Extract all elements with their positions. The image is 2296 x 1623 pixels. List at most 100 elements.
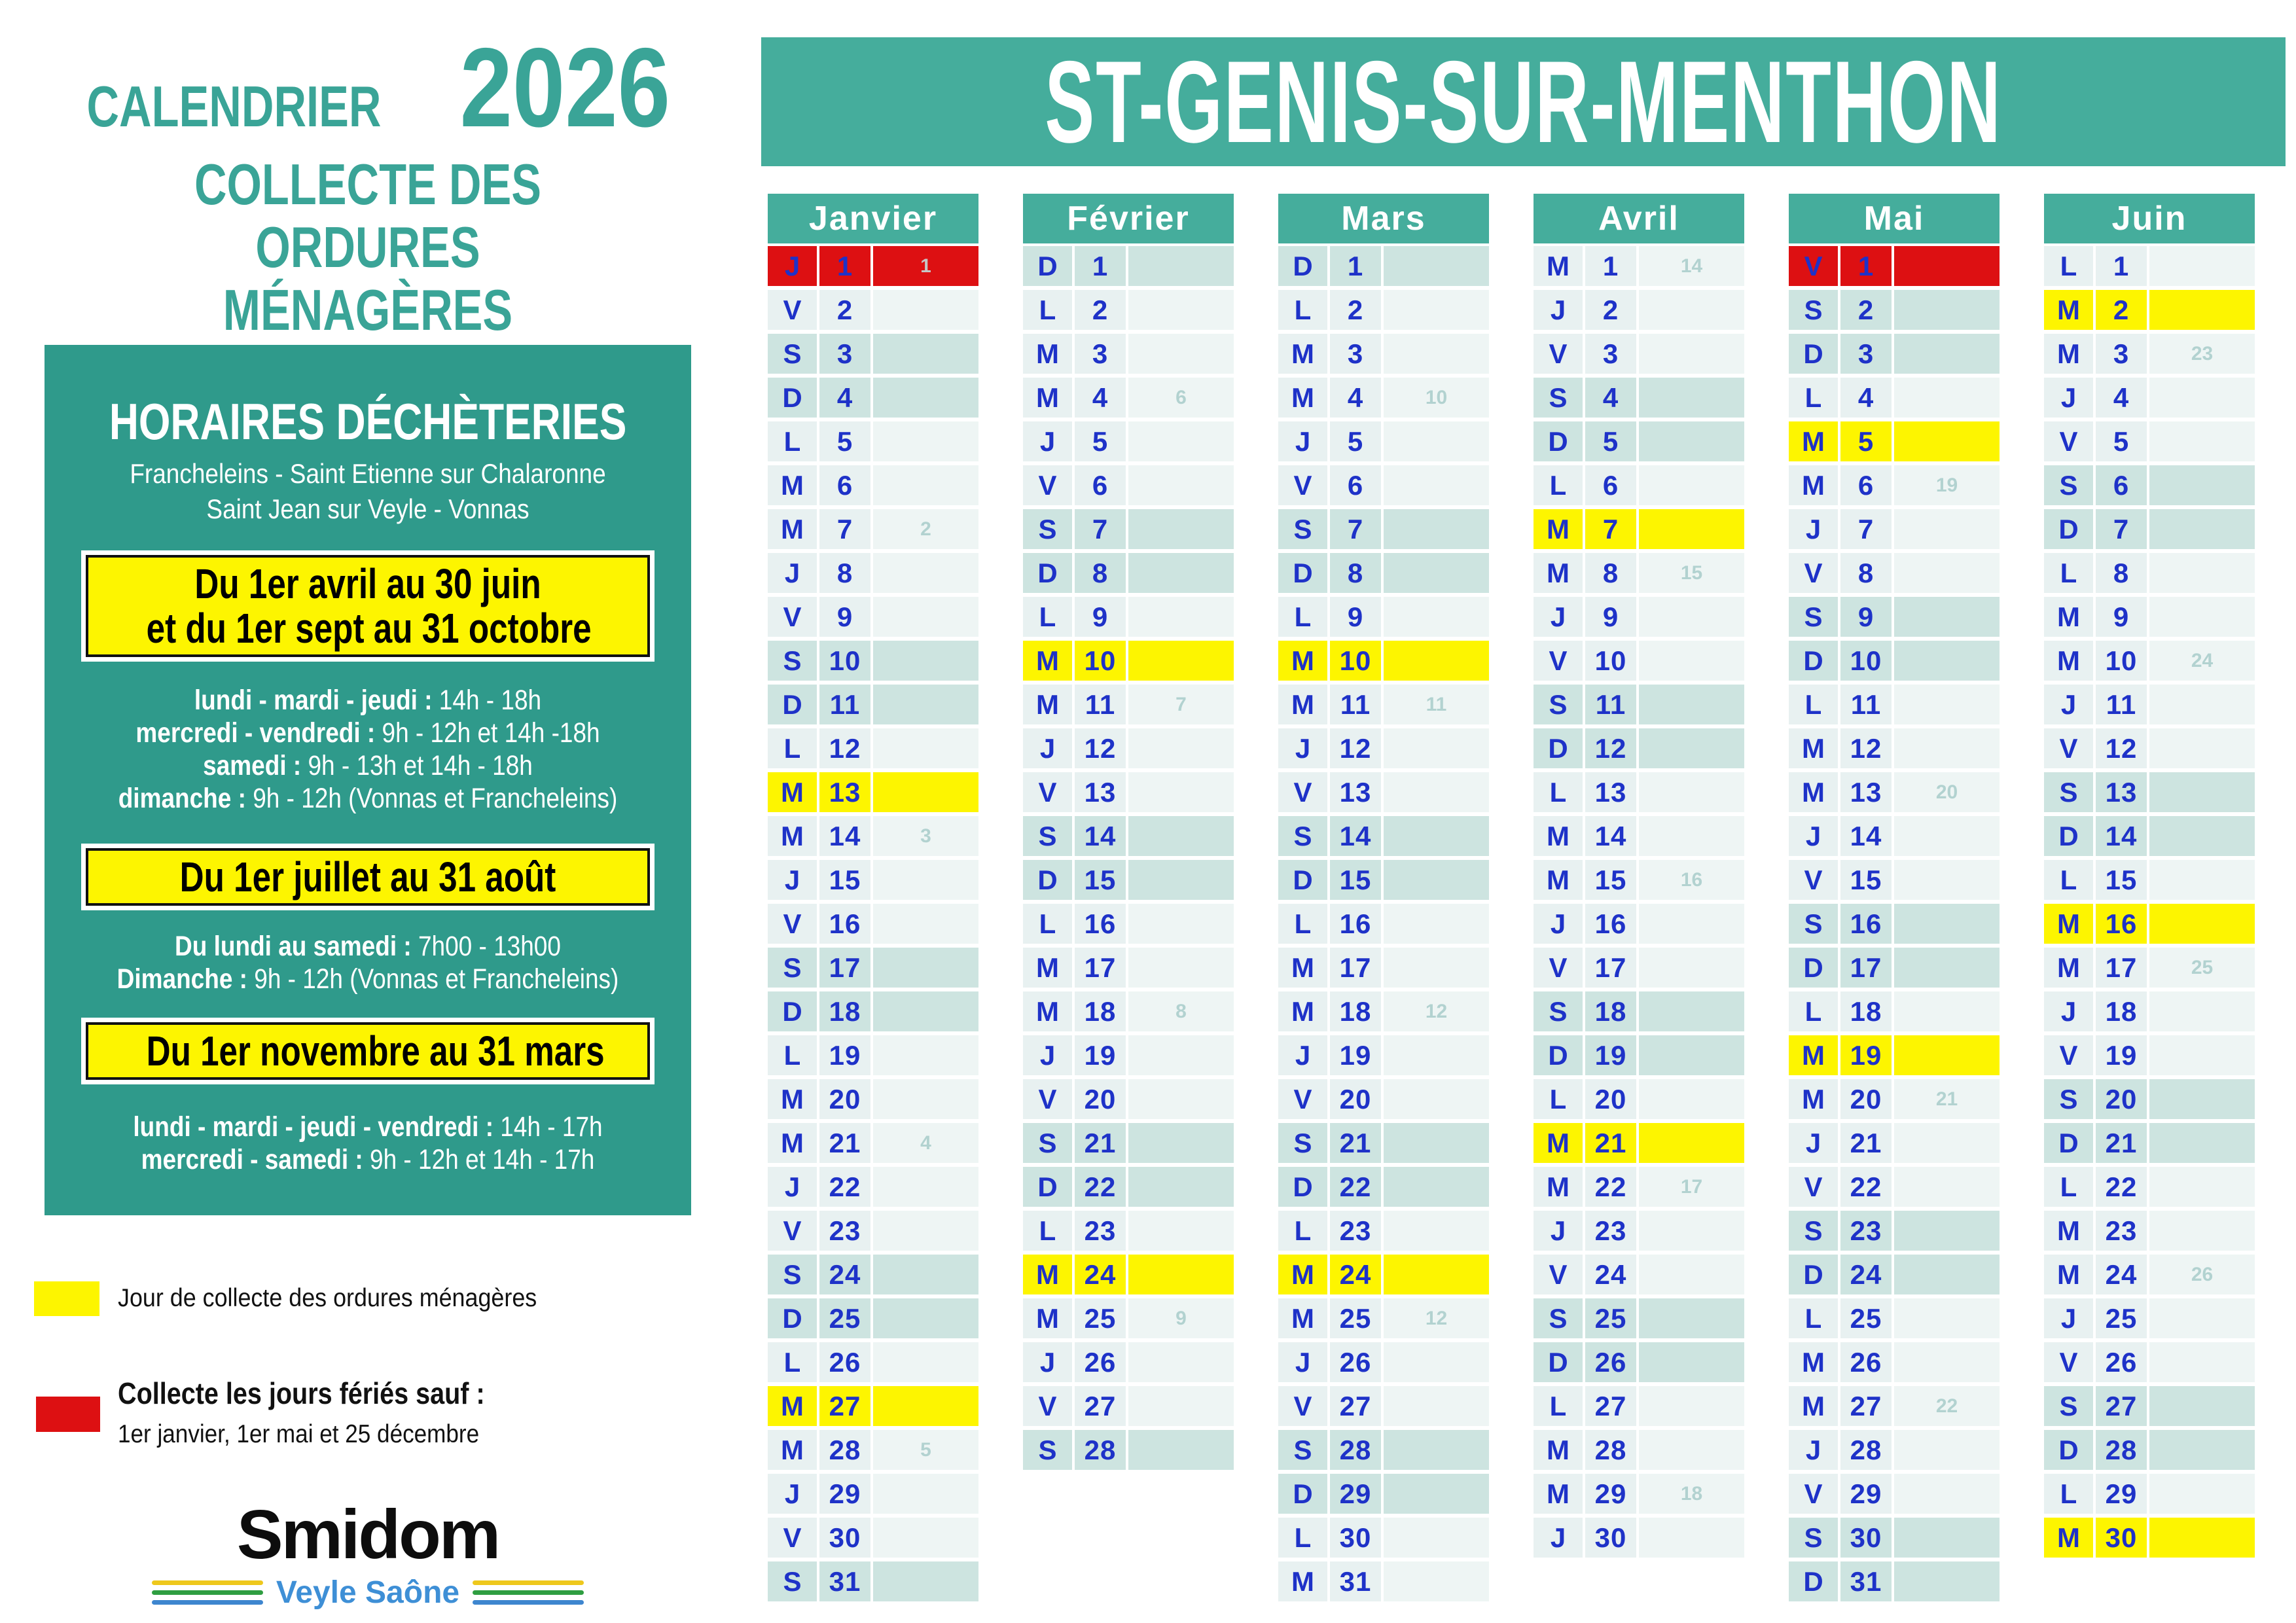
week-number: [1894, 378, 2000, 418]
day-letter: V: [1023, 465, 1072, 505]
week-number: [1894, 1518, 2000, 1558]
day-letter: S: [1789, 1211, 1838, 1251]
calendar-day-row: S 14: [1278, 816, 1489, 856]
day-letter: L: [2044, 1167, 2093, 1207]
week-number: [2149, 378, 2255, 418]
week-number: [1128, 1123, 1234, 1163]
day-letter: D: [2044, 1430, 2093, 1470]
day-number: 23: [1585, 1211, 1636, 1251]
day-number: 14: [1840, 816, 1892, 856]
day-number: 21: [819, 1123, 870, 1163]
calendar-day-row: J 16: [1534, 904, 1744, 944]
day-number: 22: [1330, 1167, 1381, 1207]
day-number: 22: [1075, 1167, 1126, 1207]
week-number: [1639, 1342, 1744, 1382]
smidom-logo: Smidom Veyle Saône: [45, 1500, 691, 1611]
day-number: 8: [1075, 553, 1126, 593]
week-number: [1128, 553, 1234, 593]
day-number: 17: [1330, 948, 1381, 988]
week-number: [1128, 728, 1234, 768]
day-number: 2: [819, 290, 870, 330]
period-banner-summer-line-1: Du 1er juillet au 31 août: [179, 853, 556, 901]
week-number: [1894, 1561, 2000, 1601]
calendar-day-row: M 19: [1789, 1035, 2000, 1075]
commune-banner: ST-GENIS-SUR-MENTHON: [761, 37, 2286, 167]
day-letter: S: [768, 334, 817, 374]
day-number: 12: [2096, 728, 2147, 768]
week-number: [1639, 948, 1744, 988]
day-number: 12: [819, 728, 870, 768]
day-letter: J: [1534, 904, 1583, 944]
week-number: [873, 860, 978, 900]
day-number: 10: [1075, 641, 1126, 681]
calendar-day-row: L 16: [1023, 904, 1234, 944]
day-number: 8: [1840, 553, 1892, 593]
calendar-day-row: S 28: [1023, 1430, 1234, 1470]
day-number: 27: [1840, 1386, 1892, 1426]
day-number: 29: [2096, 1474, 2147, 1514]
week-number: 18: [1639, 1474, 1744, 1514]
day-number: 24: [1330, 1255, 1381, 1294]
week-number: 1: [873, 246, 978, 286]
day-number: 31: [819, 1561, 870, 1601]
day-letter: L: [2044, 860, 2093, 900]
day-number: 20: [1330, 1079, 1381, 1119]
calendar-day-row: L 13: [1534, 772, 1744, 812]
calendar-day-row: M 14 3: [768, 816, 978, 856]
calendar-day-row: S 16: [1789, 904, 2000, 944]
day-letter: D: [2044, 816, 2093, 856]
week-number: [2149, 1035, 2255, 1075]
week-number: [1639, 904, 1744, 944]
week-number: [1384, 1079, 1489, 1119]
week-number: [1384, 1474, 1489, 1514]
day-number: 23: [819, 1211, 870, 1251]
week-number: [1384, 334, 1489, 374]
day-letter: J: [768, 1474, 817, 1514]
day-number: 5: [1330, 421, 1381, 461]
calendar-day-row: M 20: [768, 1079, 978, 1119]
day-letter: S: [2044, 1386, 2093, 1426]
day-number: 3: [1585, 334, 1636, 374]
calendar-day-row: V 17: [1534, 948, 1744, 988]
schedule-line: dimanche : 9h - 12h (Vonnas et Franchele…: [118, 783, 618, 814]
day-letter: J: [768, 860, 817, 900]
day-number: 29: [1330, 1474, 1381, 1514]
week-number: [2149, 597, 2255, 637]
week-number: [1894, 948, 2000, 988]
day-letter: M: [1278, 1255, 1327, 1294]
calendar-day-row: M 28: [1534, 1430, 1744, 1470]
day-number: 5: [1075, 421, 1126, 461]
month-column-1: Janvier J 1 1 V 2 S 3 D 4 L 5 M 6 M 7 2 J 8 V 9 S 10 D 11 L 12 M 13 M…: [768, 194, 978, 1605]
week-number: [1639, 816, 1744, 856]
calendar-day-row: M 11 11: [1278, 685, 1489, 724]
info-box-heading: HORAIRES DÉCHÈTERIES: [109, 393, 627, 450]
day-number: 19: [2096, 1035, 2147, 1075]
day-letter: M: [1534, 1167, 1583, 1207]
day-number: 17: [2096, 948, 2147, 988]
calendar-day-row: S 10: [768, 641, 978, 681]
week-number: [1894, 685, 2000, 724]
day-letter: M: [768, 1430, 817, 1470]
week-number: [1128, 904, 1234, 944]
calendar-day-row: L 12: [768, 728, 978, 768]
day-number: 19: [819, 1035, 870, 1075]
day-letter: V: [768, 597, 817, 637]
week-number: 6: [1128, 378, 1234, 418]
week-number: [1894, 860, 2000, 900]
day-letter: M: [1278, 378, 1327, 418]
day-letter: V: [2044, 1035, 2093, 1075]
calendar-day-row: J 23: [1534, 1211, 1744, 1251]
calendar-day-row: S 20: [2044, 1079, 2255, 1119]
day-number: 5: [1840, 421, 1892, 461]
week-number: 19: [1894, 465, 2000, 505]
day-letter: D: [1023, 553, 1072, 593]
day-number: 24: [2096, 1255, 2147, 1294]
calendar-day-row: S 17: [768, 948, 978, 988]
calendar-day-row: V 10: [1534, 641, 1744, 681]
day-letter: J: [1278, 728, 1327, 768]
week-number: [1894, 904, 2000, 944]
